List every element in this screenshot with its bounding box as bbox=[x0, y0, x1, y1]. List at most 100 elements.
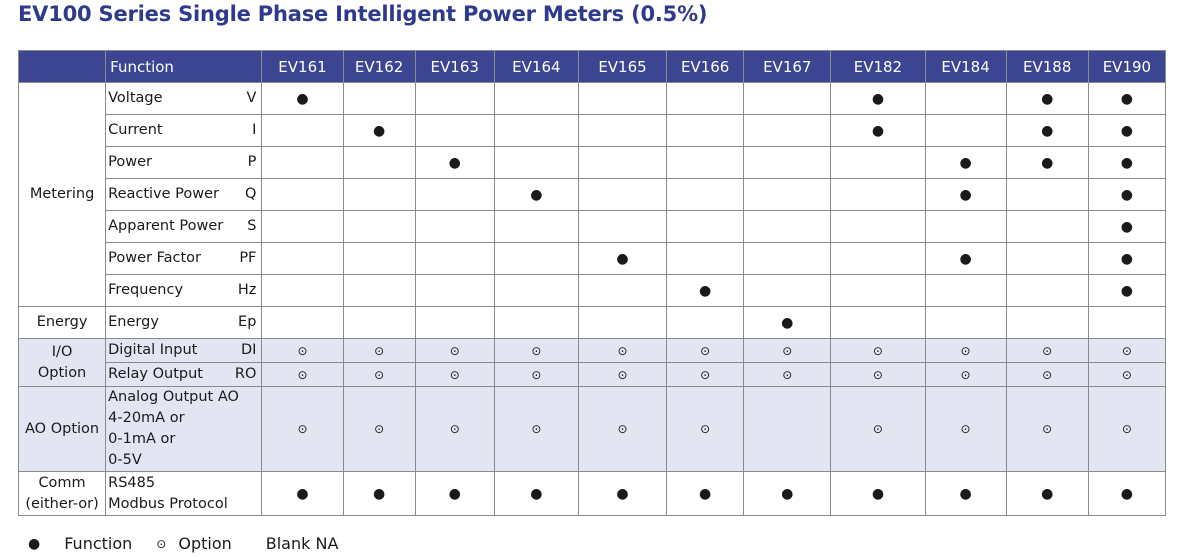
model-cell: ⊙ bbox=[666, 362, 745, 387]
model-cell: ⊙ bbox=[924, 386, 1007, 472]
function-symbol: Hz bbox=[237, 282, 257, 298]
function-dot-icon: ● bbox=[530, 485, 543, 502]
model-cell bbox=[493, 242, 579, 275]
header-model: EV167 bbox=[743, 50, 832, 83]
header-model: EV165 bbox=[577, 50, 668, 83]
function-symbol: Ep bbox=[238, 314, 257, 330]
function-cell: Apparent Power S bbox=[105, 210, 263, 243]
function-dot-icon: ● bbox=[1120, 122, 1133, 139]
model-cell bbox=[743, 386, 832, 472]
header-model: EV162 bbox=[342, 50, 416, 83]
model-cell bbox=[577, 306, 668, 339]
model-cell: ⊙ bbox=[493, 362, 579, 387]
function-dot-icon: ● bbox=[296, 485, 309, 502]
model-cell bbox=[261, 210, 344, 243]
option-circle-icon: ⊙ bbox=[1121, 367, 1132, 382]
model-cell bbox=[342, 242, 416, 275]
model-cell bbox=[924, 306, 1007, 339]
category-cell: AO Option bbox=[17, 386, 107, 472]
legend-option: Option bbox=[178, 534, 232, 553]
header-model: EV188 bbox=[1005, 50, 1089, 83]
model-cell bbox=[1005, 242, 1089, 275]
model-cell bbox=[493, 210, 579, 243]
model-cell bbox=[830, 242, 926, 275]
model-cell: ● bbox=[414, 146, 495, 179]
model-cell: ● bbox=[830, 82, 926, 115]
model-cell bbox=[1005, 210, 1089, 243]
model-cell: ⊙ bbox=[414, 362, 495, 387]
category-cell: I/O Option bbox=[17, 338, 107, 387]
model-cell bbox=[743, 114, 832, 147]
model-cell bbox=[666, 82, 745, 115]
function-symbol: V bbox=[246, 90, 257, 106]
header-function: Function bbox=[105, 50, 263, 83]
table-row: Power Factor PF ● ● ● bbox=[19, 242, 1167, 275]
model-cell bbox=[261, 178, 344, 211]
option-circle-icon: ⊙ bbox=[700, 367, 711, 382]
function-label: Power Factor bbox=[108, 250, 201, 266]
model-cell bbox=[493, 146, 579, 179]
model-cell: ⊙ bbox=[577, 362, 668, 387]
option-circle-icon: ⊙ bbox=[617, 422, 628, 436]
table-row: Power P ● ● ● ● bbox=[19, 146, 1167, 179]
model-cell: ● bbox=[493, 178, 579, 211]
function-dot-icon: ● bbox=[871, 90, 885, 107]
model-cell: ⊙ bbox=[1087, 362, 1167, 387]
model-cell: ● bbox=[924, 178, 1007, 211]
model-cell: ⊙ bbox=[1005, 338, 1089, 363]
function-label: Reactive Power bbox=[108, 186, 220, 202]
category-label: (either-or) bbox=[25, 495, 99, 512]
option-circle-icon: ⊙ bbox=[297, 343, 308, 358]
function-dot-icon: ● bbox=[959, 154, 972, 171]
category-label: Energy bbox=[36, 314, 88, 330]
model-cell: ● bbox=[342, 114, 416, 147]
category-cell: Metering bbox=[17, 82, 107, 307]
function-label: Apparent Power bbox=[108, 218, 224, 234]
model-cell: ⊙ bbox=[1087, 386, 1167, 472]
table-row: Reactive Power Q ● ● ● bbox=[19, 178, 1167, 211]
model-cell: ⊙ bbox=[830, 362, 926, 387]
model-cell bbox=[830, 274, 926, 307]
header-model: EV163 bbox=[414, 50, 495, 83]
model-cell: ● bbox=[261, 471, 344, 516]
model-cell: ● bbox=[577, 242, 668, 275]
model-cell bbox=[1005, 178, 1089, 211]
model-cell bbox=[830, 178, 926, 211]
function-dot-icon: ● bbox=[1120, 282, 1133, 299]
function-symbol: I bbox=[252, 122, 257, 138]
model-cell: ⊙ bbox=[577, 338, 668, 363]
model-cell bbox=[261, 274, 344, 307]
model-cell bbox=[666, 146, 745, 179]
function-dot-icon: ● bbox=[1120, 485, 1133, 502]
model-cell bbox=[666, 210, 745, 243]
function-cell: Current I bbox=[105, 114, 263, 147]
function-dot-icon: ● bbox=[1041, 485, 1054, 502]
function-dot-icon: ● bbox=[1041, 122, 1054, 139]
category-cell: Energy bbox=[17, 306, 107, 339]
function-label: Analog Output AO bbox=[108, 389, 239, 405]
model-cell bbox=[666, 178, 745, 211]
function-dot-icon: ● bbox=[373, 122, 386, 139]
header-model: EV182 bbox=[830, 50, 926, 83]
function-cell: Power P bbox=[105, 146, 263, 179]
model-cell: ⊙ bbox=[924, 338, 1007, 363]
function-dot-icon: ● bbox=[616, 485, 629, 502]
model-cell bbox=[577, 274, 668, 307]
table-row: Energy Energy Ep ● bbox=[17, 306, 1167, 339]
table-row: Metering Voltage V ● ● ● ● bbox=[17, 82, 1167, 307]
model-cell bbox=[493, 82, 579, 115]
model-cell: ⊙ bbox=[743, 362, 832, 387]
model-cell bbox=[414, 306, 495, 339]
category-label: Option bbox=[37, 364, 87, 381]
model-cell bbox=[493, 114, 579, 147]
model-cell bbox=[414, 82, 495, 115]
function-cell: Power Factor PF bbox=[105, 242, 263, 275]
option-circle-icon: ⊙ bbox=[617, 343, 628, 358]
model-cell bbox=[577, 114, 668, 147]
model-cell bbox=[342, 178, 416, 211]
model-cell: ⊙ bbox=[924, 362, 1007, 387]
option-circle-icon: ⊙ bbox=[617, 367, 628, 382]
option-circle-icon: ⊙ bbox=[960, 422, 971, 436]
model-cell bbox=[493, 306, 579, 339]
function-label: Frequency bbox=[108, 282, 184, 298]
